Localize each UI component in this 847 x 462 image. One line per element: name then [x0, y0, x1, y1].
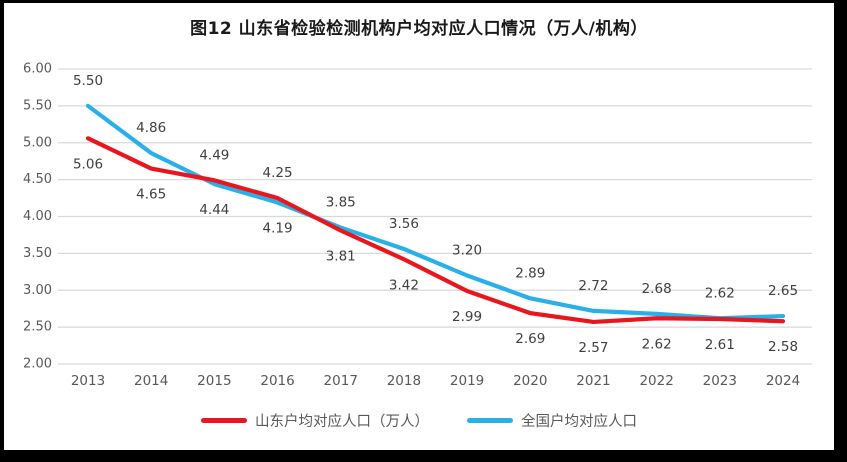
y-axis-tick-label: 4.50 [23, 172, 52, 187]
y-axis-tick-label: 2.00 [23, 357, 52, 372]
x-axis-tick-label: 2015 [197, 373, 231, 389]
data-label-below: 4.19 [263, 220, 293, 236]
data-label-above: 2.72 [578, 278, 608, 294]
data-label-above: 2.62 [705, 285, 735, 301]
series-line-national [85, 103, 786, 321]
chart-legend: 山东户均对应人口（万人） 全国户均对应人口 [4, 410, 834, 431]
x-axis-tick-label: 2018 [387, 373, 421, 389]
x-axis-tick-label: 2019 [450, 373, 484, 389]
data-label-above: 2.65 [768, 283, 798, 299]
y-axis-tick-label: 3.50 [23, 246, 52, 261]
x-axis-tick-label: 2021 [576, 373, 610, 389]
x-axis-tick-label: 2023 [703, 373, 737, 389]
y-axis-tick-label: 4.00 [23, 209, 52, 224]
national-line-swatch [467, 418, 513, 423]
data-label-below: 3.42 [389, 277, 419, 293]
x-axis-tick-label: 2016 [260, 373, 294, 389]
x-axis-tick-label: 2013 [71, 373, 105, 389]
data-label-below: 2.99 [452, 309, 482, 325]
data-label-above: 3.20 [452, 243, 482, 259]
data-label-below: 5.06 [73, 156, 103, 172]
data-label-below: 3.81 [326, 249, 356, 265]
x-axis-tick-label: 2024 [766, 373, 800, 389]
x-axis-tick-label: 2014 [134, 373, 168, 389]
data-label-above: 5.50 [73, 73, 103, 89]
legend-label-shandong: 山东户均对应人口（万人） [255, 414, 429, 430]
data-label-below: 2.69 [515, 331, 545, 347]
legend-item-national: 全国户均对应人口 [467, 410, 637, 431]
legend-label-national: 全国户均对应人口 [521, 414, 637, 430]
shandong-line-swatch [201, 418, 247, 423]
x-axis-tick-label: 2017 [324, 373, 358, 389]
y-axis-tick-label: 5.00 [23, 135, 52, 150]
data-label-below: 2.58 [768, 339, 798, 355]
x-axis-tick-label: 2022 [639, 373, 673, 389]
data-label-above: 2.68 [642, 281, 672, 297]
y-axis-tick-label: 2.50 [23, 320, 52, 335]
data-label-below: 4.44 [199, 202, 229, 218]
y-axis-tick-label: 5.50 [23, 98, 52, 113]
chart-canvas: 图12 山东省检验检测机构户均对应人口情况（万人/机构） 6.00 5.50 5.0… [4, 3, 834, 450]
legend-item-shandong: 山东户均对应人口（万人） [201, 410, 429, 431]
data-label-below: 2.62 [642, 336, 672, 352]
data-label-below: 2.61 [705, 337, 735, 353]
data-label-below: 4.65 [136, 187, 166, 203]
data-label-above: 3.56 [389, 216, 419, 232]
data-label-below: 2.57 [578, 340, 608, 356]
chart-title: 图12 山东省检验检测机构户均对应人口情况（万人/机构） [190, 19, 648, 39]
data-label-above: 4.86 [136, 120, 166, 136]
series-line-shandong [85, 136, 786, 325]
x-axis-tick-label: 2020 [513, 373, 547, 389]
y-axis-tick-label: 3.00 [23, 283, 52, 298]
data-label-above: 3.85 [326, 195, 356, 211]
data-label-above: 4.49 [199, 147, 229, 163]
data-label-above: 2.89 [515, 265, 545, 281]
data-label-above: 4.25 [263, 165, 293, 181]
line-chart-plot: 6.00 5.50 5.00 4.50 4.00 3.50 3.00 2.50 2.00 2013… [23, 62, 812, 389]
y-axis-tick-label: 6.00 [23, 62, 52, 77]
